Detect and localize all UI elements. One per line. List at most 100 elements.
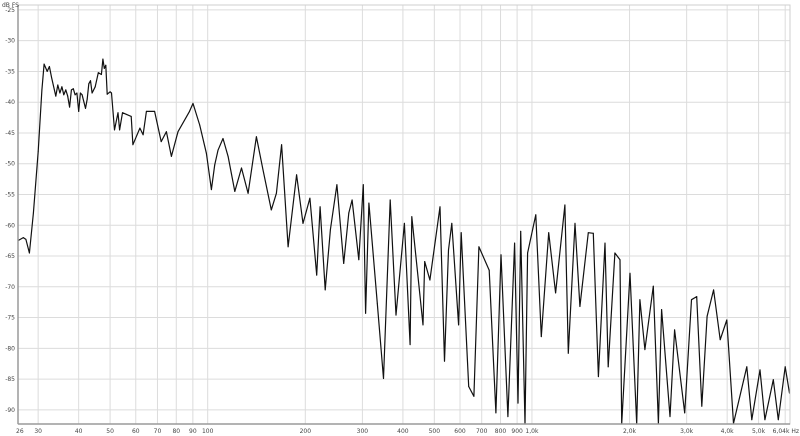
data-point	[451, 222, 453, 224]
data-point	[429, 279, 431, 281]
x-tick-label: 80	[172, 428, 180, 435]
y-tick-label: -55	[5, 192, 15, 199]
data-point	[746, 366, 748, 368]
data-point	[684, 412, 686, 414]
data-point	[587, 232, 589, 234]
data-point	[90, 80, 91, 82]
data-point	[597, 376, 599, 378]
data-point	[192, 102, 194, 104]
data-point	[444, 360, 445, 362]
data-point	[478, 246, 480, 248]
data-point	[777, 419, 779, 421]
data-point	[275, 192, 277, 194]
data-point	[94, 86, 96, 88]
x-tick-label: 3,0k	[680, 428, 694, 435]
data-point	[607, 366, 609, 368]
data-point	[88, 83, 90, 85]
y-tick-label: -85	[5, 376, 15, 383]
data-point	[473, 395, 475, 397]
data-point	[86, 98, 88, 100]
data-point	[701, 405, 703, 407]
data-point	[165, 131, 167, 133]
data-point	[713, 289, 715, 291]
data-point	[97, 72, 99, 74]
x-tick-label: 60	[132, 428, 140, 435]
data-point	[574, 222, 576, 224]
data-point	[719, 339, 721, 341]
data-point	[81, 94, 83, 96]
y-tick-label: -75	[5, 315, 15, 322]
data-point	[324, 289, 326, 291]
data-point	[691, 299, 692, 301]
response-curve	[17, 58, 791, 425]
data-point	[122, 112, 123, 114]
data-point	[67, 95, 69, 97]
data-point	[57, 84, 59, 86]
data-point	[199, 124, 201, 126]
data-point	[28, 252, 30, 254]
y-tick-label: -70	[5, 284, 15, 291]
x-tick-label: 400	[397, 428, 409, 435]
data-point	[255, 136, 257, 138]
data-point	[567, 352, 569, 354]
data-point	[43, 63, 45, 65]
data-point	[488, 269, 490, 271]
data-point	[74, 94, 76, 96]
data-point	[102, 58, 104, 60]
data-point	[41, 89, 43, 91]
data-point	[79, 92, 81, 94]
data-point	[495, 412, 497, 414]
data-point	[409, 344, 411, 346]
data-point	[160, 141, 162, 143]
data-point	[222, 138, 224, 139]
data-point	[287, 246, 289, 248]
data-point	[764, 419, 766, 421]
data-point	[119, 129, 121, 131]
data-point	[527, 252, 529, 254]
data-point	[460, 232, 462, 234]
data-point	[514, 242, 516, 244]
data-point	[139, 127, 141, 129]
data-point	[652, 285, 654, 287]
y-tick-label: -65	[5, 253, 15, 260]
x-tick-label: 26	[16, 428, 24, 435]
data-point	[132, 144, 134, 146]
data-point	[520, 230, 522, 232]
data-point	[302, 222, 304, 224]
data-point	[424, 261, 426, 263]
data-point	[65, 89, 67, 91]
data-point	[706, 315, 708, 317]
x-tick-label: 6,04k Hz	[773, 428, 799, 435]
data-point	[319, 206, 321, 208]
x-tick-label: 5,0k	[752, 428, 766, 435]
y-tick-label: -90	[5, 407, 15, 414]
data-point	[592, 232, 594, 234]
y-tick-label: -50	[5, 161, 15, 168]
data-point	[619, 259, 621, 261]
data-point	[784, 366, 786, 368]
data-point	[348, 212, 350, 214]
data-point	[629, 272, 631, 274]
data-point	[210, 189, 212, 191]
data-point	[51, 77, 53, 79]
axes	[17, 4, 791, 425]
x-tick-label: 50	[106, 428, 114, 435]
data-point	[368, 202, 370, 204]
data-point	[751, 419, 753, 421]
data-point	[669, 416, 671, 418]
data-point	[661, 309, 663, 311]
data-point	[63, 94, 65, 96]
data-point	[247, 192, 249, 194]
data-point	[309, 197, 311, 199]
x-tick-label: 600	[454, 428, 466, 435]
y-axis-label: dB FS	[2, 2, 19, 9]
data-point	[217, 149, 219, 151]
data-point	[72, 88, 74, 90]
data-point	[32, 212, 34, 214]
x-tick-label: 70	[154, 428, 162, 435]
data-point	[555, 292, 557, 294]
data-point	[329, 229, 331, 231]
data-point	[281, 144, 283, 146]
data-point	[55, 95, 57, 97]
